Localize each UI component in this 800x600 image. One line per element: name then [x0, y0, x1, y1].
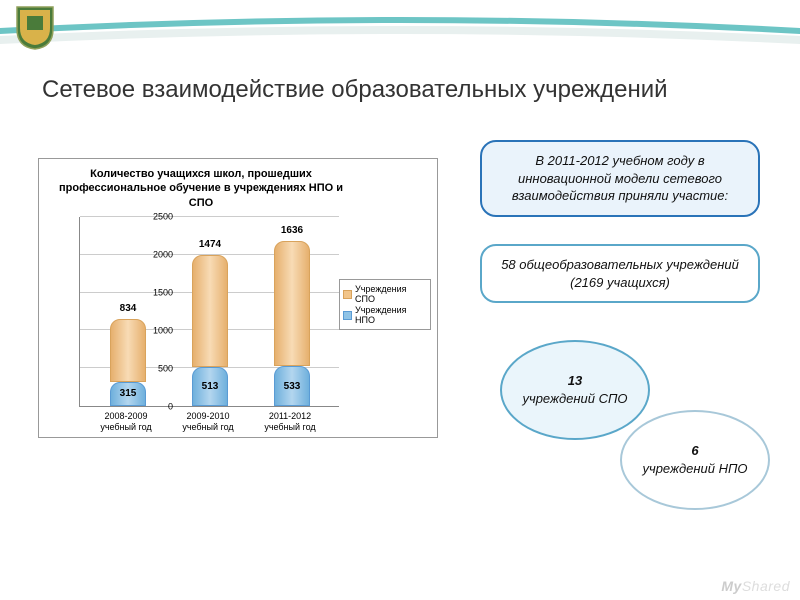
- chart-title: Количество учащихся школ, прошедших проф…: [55, 167, 347, 210]
- bar-label-lower: 315: [103, 388, 153, 399]
- legend-swatch-icon: [343, 290, 352, 299]
- callout-text: В 2011-2012 учебном году в инновационной…: [512, 153, 728, 203]
- callout-text: 58 общеобразовательных учреждений: [501, 257, 739, 272]
- bar-label-upper: 1636: [267, 225, 317, 236]
- bar-label-upper: 834: [103, 303, 153, 314]
- bar-label-lower: 533: [267, 381, 317, 392]
- header-decor: [0, 0, 800, 60]
- callout-label: учреждений СПО: [522, 391, 627, 406]
- bar-segment-spo: [274, 241, 310, 365]
- callout-schools: 58 общеобразовательных учреждений (2169 …: [480, 244, 760, 303]
- bar-label-upper: 1474: [185, 239, 235, 250]
- callout-number: 6: [691, 443, 698, 458]
- y-tick: 1500: [141, 289, 173, 298]
- callout-npo: 6 учреждений НПО: [620, 410, 770, 510]
- legend-row: Учреждения НПО: [343, 305, 427, 325]
- y-tick: 500: [141, 365, 173, 374]
- emblem-icon: [14, 4, 56, 50]
- legend-label: Учреждения СПО: [355, 284, 427, 304]
- callout-number: 13: [568, 373, 582, 388]
- content-area: Количество учащихся школ, прошедших проф…: [0, 130, 800, 580]
- swoosh-decoration: [0, 16, 800, 46]
- x-tick: 2009-2010 учебный год: [173, 411, 243, 433]
- y-tick: 1000: [141, 327, 173, 336]
- watermark-a: My: [721, 578, 741, 594]
- y-tick: 2000: [141, 251, 173, 260]
- y-tick: 2500: [141, 213, 173, 222]
- callout-subtext: (2169 учащихся): [570, 275, 670, 290]
- callout-spo: 13 учреждений СПО: [500, 340, 650, 440]
- chart-legend: Учреждения СПО Учреждения НПО: [339, 279, 431, 330]
- legend-row: Учреждения СПО: [343, 284, 427, 304]
- x-tick: 2011-2012 учебный год: [255, 411, 325, 433]
- watermark-b: Shared: [742, 578, 790, 594]
- watermark: MyShared: [721, 578, 790, 594]
- bar-label-lower: 513: [185, 381, 235, 392]
- plot-area: 834 315 1474 513 1636 533: [79, 217, 339, 407]
- x-tick: 2008-2009 учебный год: [91, 411, 161, 433]
- legend-swatch-icon: [343, 311, 352, 320]
- bar-segment-spo: [192, 255, 228, 367]
- gridline: [80, 216, 339, 217]
- callout-label: учреждений НПО: [642, 461, 747, 476]
- page-title: Сетевое взаимодействие образовательных у…: [42, 76, 668, 104]
- legend-label: Учреждения НПО: [355, 305, 427, 325]
- callout-intro: В 2011-2012 учебном году в инновационной…: [480, 140, 760, 217]
- chart-panel: Количество учащихся школ, прошедших проф…: [38, 158, 438, 438]
